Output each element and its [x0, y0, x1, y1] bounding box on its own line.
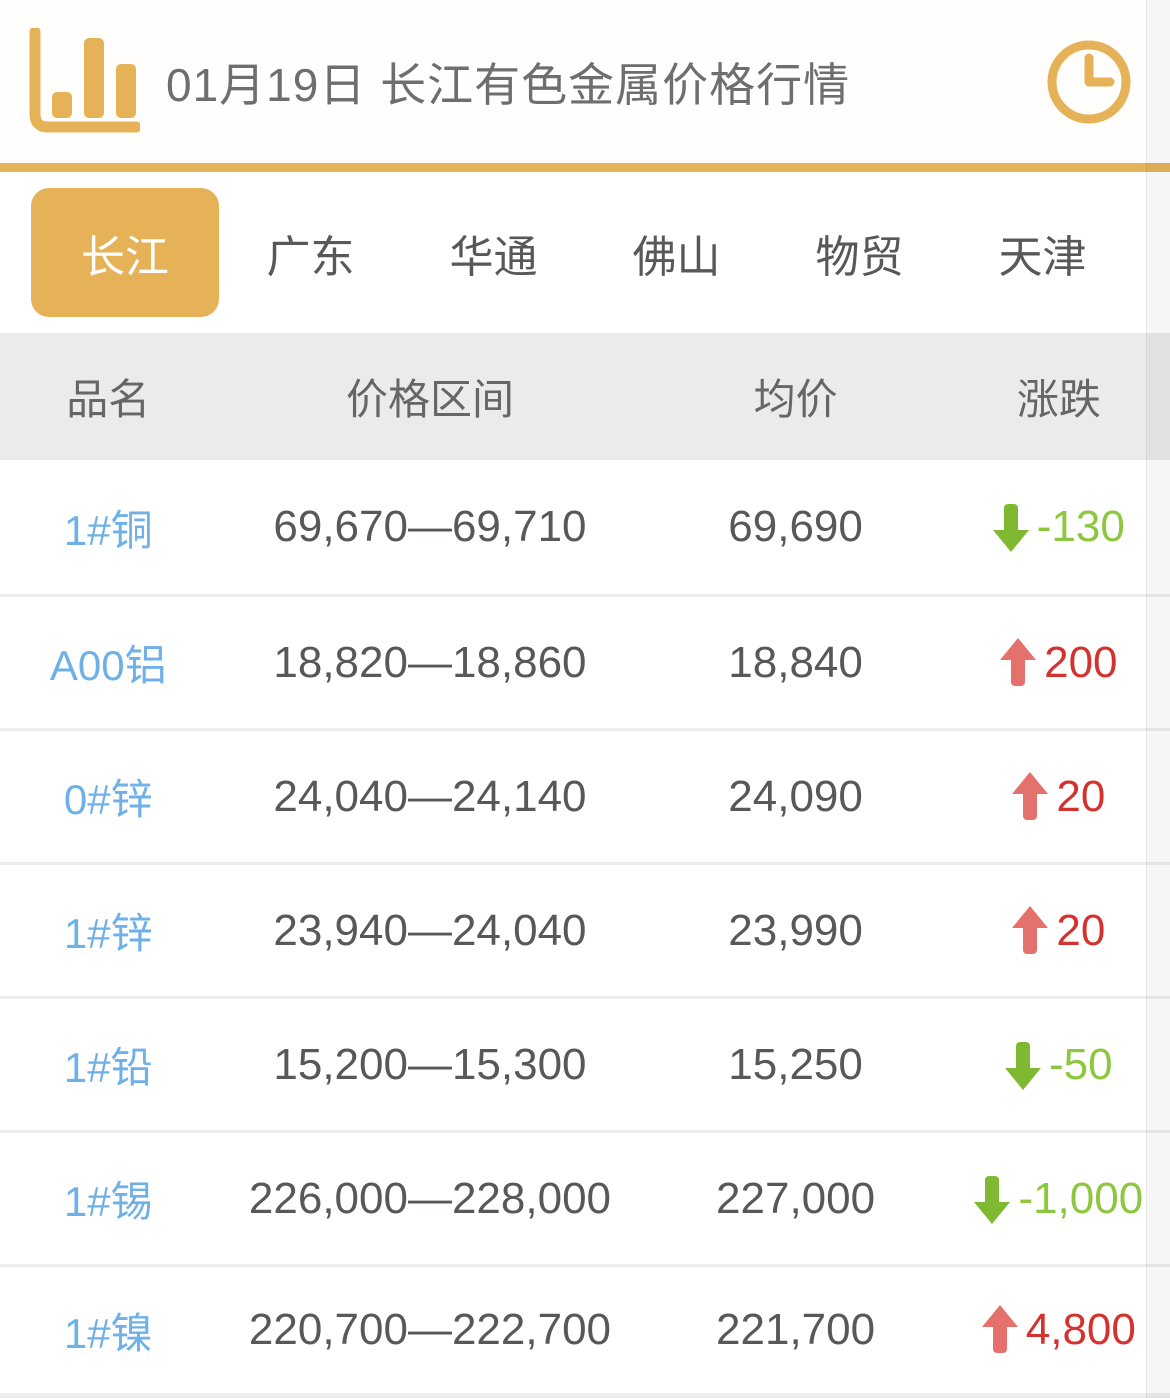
change-cell: 4,800 — [948, 1305, 1170, 1355]
change-value: 4,800 — [1025, 1305, 1136, 1354]
bar-chart-icon — [29, 27, 140, 132]
price-range: 69,670—69,710 — [273, 502, 587, 551]
price-range: 226,000—228,000 — [248, 1173, 612, 1223]
trend-arrow-icon — [992, 502, 1029, 552]
trend-arrow-icon — [974, 1174, 1011, 1224]
avg-price: 69,690 — [728, 502, 863, 551]
change-cell: -130 — [948, 502, 1170, 552]
change-value: 20 — [1056, 771, 1106, 821]
trend-arrow-icon — [1012, 771, 1049, 822]
gold-divider — [0, 163, 1170, 172]
trend-arrow-icon — [1005, 1040, 1042, 1090]
avg-price: 221,700 — [716, 1305, 876, 1354]
col-change-header: 涨跌 — [1016, 376, 1101, 423]
clock-icon[interactable] — [1046, 39, 1132, 125]
change-cell: 200 — [948, 637, 1170, 688]
price-range: 24,040—24,140 — [273, 771, 587, 821]
table-row: 1#镍 220,700—222,700 221,700 4,800 — [0, 1264, 1170, 1398]
table-row: 0#锌 24,040—24,140 24,090 20 — [0, 728, 1170, 862]
product-name: 1#镍 — [63, 1309, 153, 1357]
tab-guangdong[interactable]: 广东 — [219, 188, 402, 317]
avg-price: 15,250 — [728, 1039, 863, 1089]
price-range: 23,940—24,040 — [273, 905, 587, 955]
tab-foshan[interactable]: 佛山 — [585, 188, 768, 317]
product-name: A00铝 — [49, 642, 167, 689]
change-value: 200 — [1044, 637, 1118, 687]
change-value: -1,000 — [1018, 1173, 1144, 1223]
col-range-header: 价格区间 — [345, 376, 514, 423]
avg-price: 227,000 — [716, 1173, 876, 1223]
tab-huatong[interactable]: 华通 — [402, 188, 585, 317]
change-value: 20 — [1056, 905, 1106, 955]
avg-price: 18,840 — [728, 637, 863, 687]
price-range: 18,820—18,860 — [273, 637, 587, 687]
product-name: 1#铜 — [63, 506, 153, 554]
table-row: 1#锌 23,940—24,040 23,990 20 — [0, 862, 1170, 996]
col-name-header: 品名 — [66, 376, 151, 423]
tab-wumao[interactable]: 物贸 — [768, 188, 951, 317]
trend-arrow-icon — [981, 1305, 1018, 1355]
change-value: -130 — [1036, 502, 1125, 551]
tab-changjiang[interactable]: 长江 — [31, 188, 219, 317]
change-cell: 20 — [948, 771, 1170, 822]
page-title: 01月19日 长江有色金属价格行情 — [166, 58, 851, 111]
change-cell: -50 — [948, 1040, 1170, 1090]
col-avg-header: 均价 — [753, 376, 838, 423]
change-cell: 20 — [948, 905, 1170, 956]
change-cell: -1,000 — [948, 1174, 1170, 1224]
table-header: 品名 价格区间 均价 涨跌 — [0, 333, 1170, 460]
trend-arrow-icon — [1012, 905, 1049, 956]
tab-tianjin[interactable]: 天津 — [951, 188, 1134, 317]
price-range: 15,200—15,300 — [273, 1039, 587, 1089]
price-range: 220,700—222,700 — [248, 1305, 612, 1354]
app-header: 01月19日 长江有色金属价格行情 — [0, 0, 1170, 163]
market-tabs: 长江 广东 华通 佛山 物贸 天津 — [0, 172, 1170, 333]
trend-arrow-icon — [1000, 637, 1037, 688]
product-name: 1#铅 — [63, 1044, 153, 1091]
price-table: 1#铜 69,670—69,710 69,690 -130 A00铝 18,82… — [0, 460, 1170, 1398]
product-name: 1#锡 — [63, 1178, 153, 1225]
table-row: 1#铅 15,200—15,300 15,250 -50 — [0, 996, 1170, 1130]
change-value: -50 — [1049, 1039, 1113, 1089]
table-row: 1#锡 226,000—228,000 227,000 -1,000 — [0, 1130, 1170, 1264]
table-row: A00铝 18,820—18,860 18,840 200 — [0, 594, 1170, 728]
product-name: 1#锌 — [63, 910, 153, 957]
avg-price: 23,990 — [728, 905, 863, 955]
table-row: 1#铜 69,670—69,710 69,690 -130 — [0, 460, 1170, 594]
avg-price: 24,090 — [728, 771, 863, 821]
product-name: 0#锌 — [63, 776, 153, 823]
